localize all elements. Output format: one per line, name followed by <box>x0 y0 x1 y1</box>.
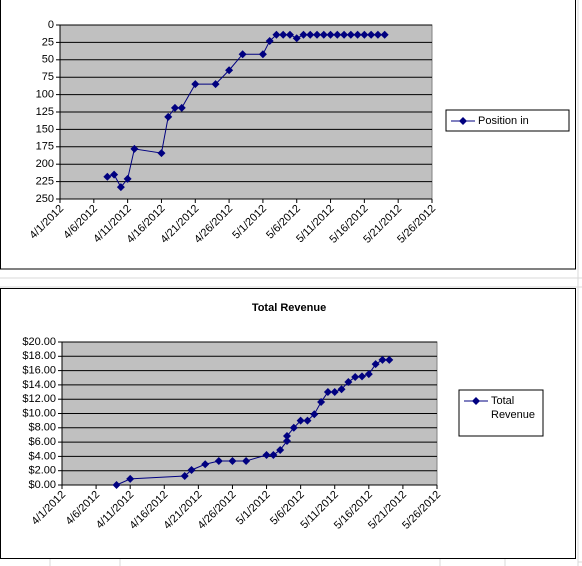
point-marker <box>367 30 376 39</box>
point-marker <box>306 30 315 39</box>
y-tick-label: $20.00 <box>22 336 56 348</box>
point-marker <box>351 373 360 382</box>
point-marker <box>378 355 387 364</box>
point-marker <box>346 30 355 39</box>
point-marker <box>170 103 179 112</box>
y-tick-label: 25 <box>42 36 54 48</box>
point-marker <box>344 378 353 387</box>
y-tick-label: 175 <box>36 141 54 153</box>
legend-label: Position in Google <box>478 115 529 127</box>
y-tick-label: 50 <box>42 54 54 66</box>
point-marker <box>123 174 132 183</box>
point-marker <box>272 30 281 39</box>
point-marker <box>225 66 234 75</box>
y-tick-label: 200 <box>36 158 54 170</box>
point-marker <box>310 410 319 419</box>
point-marker <box>283 432 291 441</box>
point-marker <box>116 183 125 192</box>
point-marker <box>180 471 189 480</box>
point-marker <box>130 144 139 153</box>
point-marker <box>385 355 394 364</box>
point-marker <box>110 170 119 179</box>
y-tick-label: $14.00 <box>22 379 56 391</box>
point-marker <box>289 423 298 432</box>
point-marker <box>380 30 389 39</box>
point-marker <box>228 456 237 465</box>
point-marker <box>283 437 291 446</box>
chart-title: Total Revenue <box>252 302 326 314</box>
y-tick-label: $6.00 <box>28 436 56 448</box>
y-tick-label: 100 <box>36 89 54 101</box>
point-marker <box>292 34 301 43</box>
y-tick-label: $18.00 <box>22 350 56 362</box>
point-marker <box>333 30 342 39</box>
point-marker <box>177 103 186 112</box>
point-marker <box>303 416 312 425</box>
point-marker <box>319 30 328 39</box>
point-marker <box>364 370 373 379</box>
point-marker <box>299 30 308 39</box>
point-marker <box>238 50 247 59</box>
point-marker <box>242 456 251 465</box>
point-marker <box>371 360 380 369</box>
point-marker <box>157 149 166 158</box>
legend-box <box>458 389 544 437</box>
y-tick-label: $4.00 <box>28 450 56 462</box>
point-marker <box>337 385 346 394</box>
legend-marker <box>459 117 467 125</box>
y-tick-label: $12.00 <box>22 393 56 405</box>
point-marker <box>164 112 173 121</box>
point-marker <box>279 30 288 39</box>
point-marker <box>353 30 362 39</box>
y-tick-label: $8.00 <box>28 422 56 434</box>
point-marker <box>323 388 332 397</box>
y-tick-label: 225 <box>36 176 54 188</box>
point-marker <box>276 445 285 454</box>
y-tick-label: 250 <box>36 193 54 205</box>
point-marker <box>269 450 278 459</box>
point-marker <box>265 37 274 46</box>
point-marker <box>214 456 223 465</box>
point-marker <box>112 481 121 489</box>
point-marker <box>126 474 135 483</box>
y-tick-label: 125 <box>36 106 54 118</box>
point-marker <box>191 80 200 89</box>
point-marker <box>187 465 196 474</box>
point-marker <box>285 30 294 39</box>
point-marker <box>360 30 369 39</box>
legend-box <box>445 109 570 132</box>
point-marker <box>340 30 349 39</box>
y-tick-label: $0.00 <box>28 479 56 491</box>
point-marker <box>262 450 271 459</box>
legend-label-box: Total Revenue <box>491 395 536 421</box>
point-marker <box>373 30 382 39</box>
y-tick-label: 150 <box>36 123 54 135</box>
point-marker <box>326 30 335 39</box>
point-marker <box>358 372 366 381</box>
point-marker <box>103 172 112 181</box>
legend-label: Total Revenue <box>491 395 536 421</box>
y-tick-label: $10.00 <box>22 407 56 419</box>
point-marker <box>313 30 322 39</box>
point-marker <box>258 50 267 59</box>
y-tick-label: 0 <box>48 19 54 31</box>
point-marker <box>296 416 305 425</box>
legend-marker <box>472 397 480 405</box>
point-marker <box>211 80 220 89</box>
point-marker <box>201 460 210 469</box>
legend-label-box: Position in Google <box>478 115 529 127</box>
point-marker <box>317 398 326 407</box>
y-tick-label: 75 <box>42 71 54 83</box>
point-marker <box>330 388 339 397</box>
y-tick-label: $16.00 <box>22 365 56 377</box>
y-tick-label: $2.00 <box>28 465 56 477</box>
